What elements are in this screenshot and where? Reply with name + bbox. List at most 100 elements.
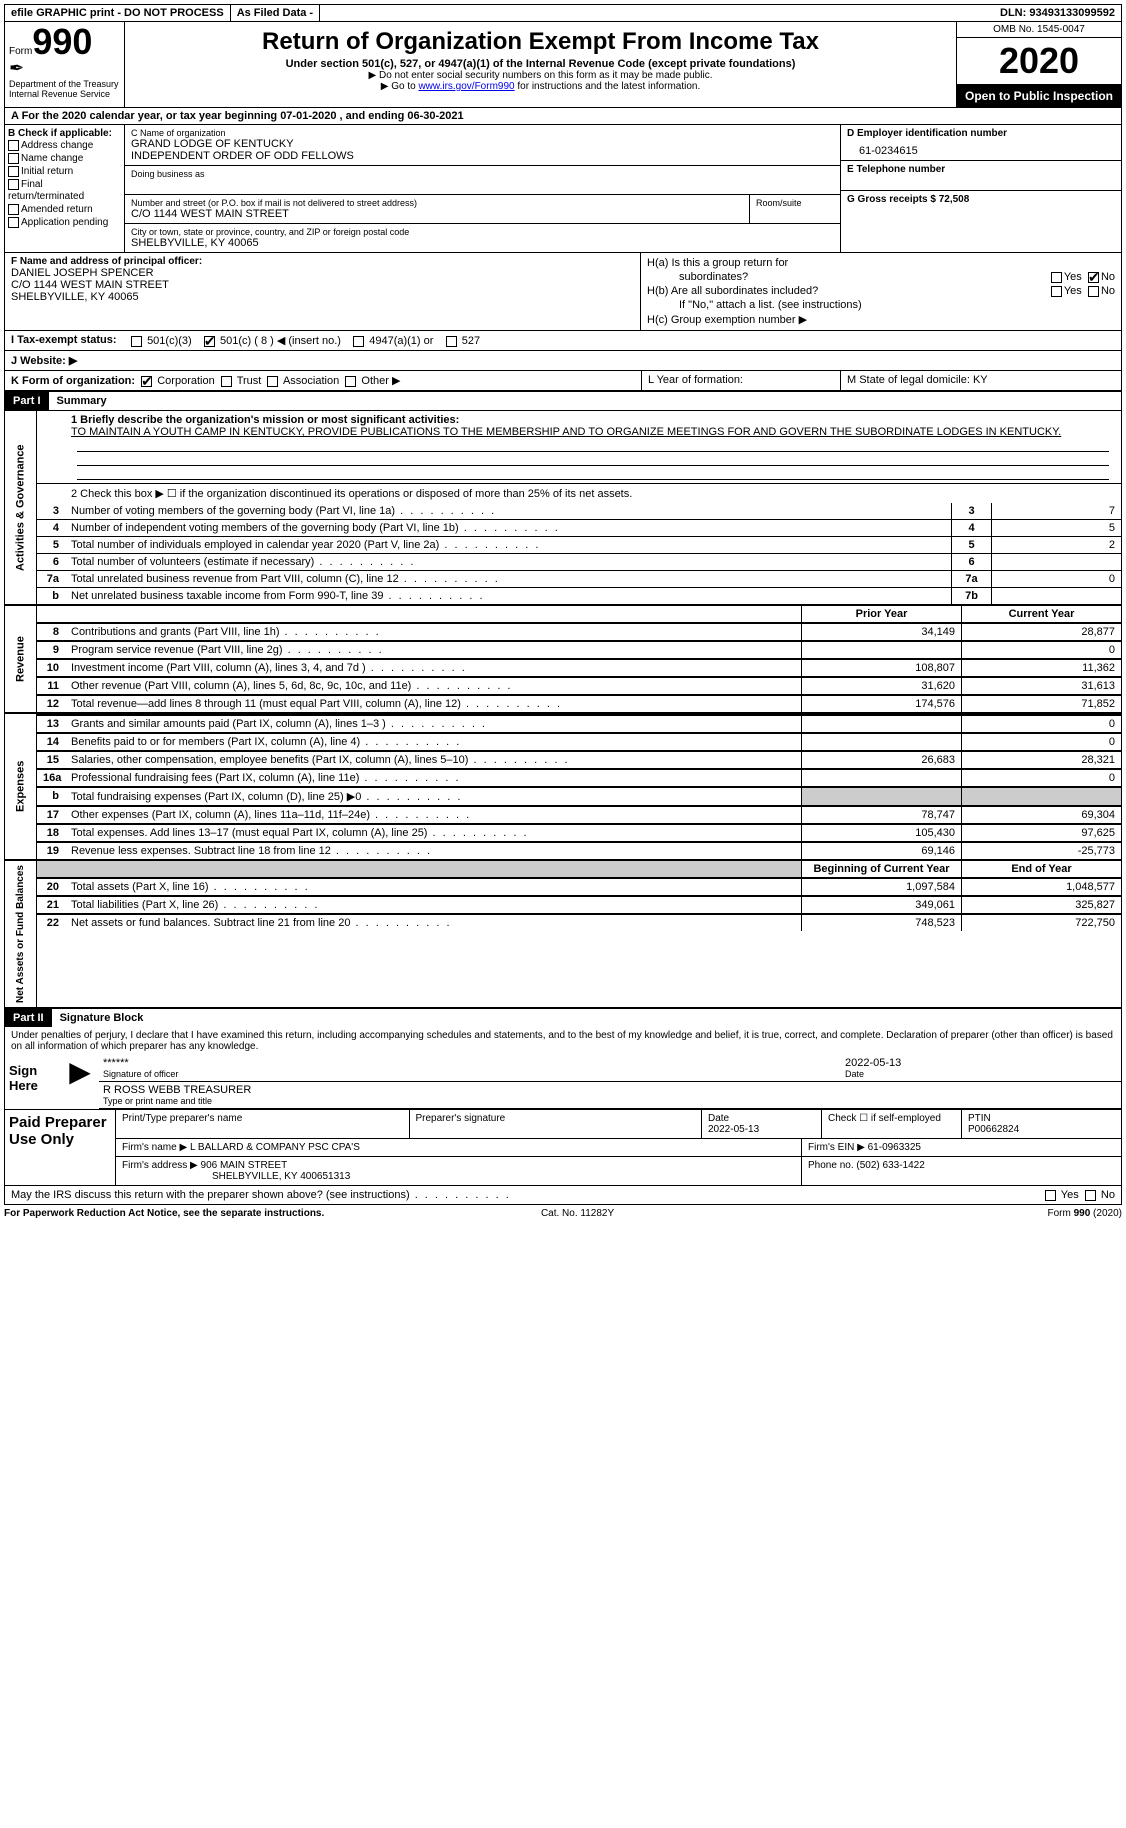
- telephone-label: E Telephone number: [847, 164, 1115, 175]
- discuss-line: May the IRS discuss this return with the…: [5, 1185, 1121, 1204]
- cat-no: Cat. No. 11282Y: [541, 1208, 614, 1219]
- cb-application-pending[interactable]: [8, 217, 19, 228]
- section-fh: F Name and address of principal officer:…: [5, 252, 1121, 330]
- hdr-current-year: Current Year: [961, 606, 1121, 622]
- cb-corp[interactable]: [141, 376, 152, 387]
- as-filed: As Filed Data -: [231, 5, 320, 21]
- row-j-website: J Website: ▶: [5, 350, 1121, 370]
- cb-501c3[interactable]: [131, 336, 142, 347]
- org-city: SHELBYVILLE, KY 40065: [131, 237, 834, 249]
- summary-line-5: 5Total number of individuals employed in…: [37, 536, 1121, 553]
- ha-yes[interactable]: [1051, 272, 1062, 283]
- officer-printed-name: R ROSS WEBB TREASURER: [103, 1084, 1117, 1096]
- hb-no[interactable]: [1088, 286, 1099, 297]
- sign-here-block: Sign Here ▶ ****** Signature of officer …: [5, 1055, 1121, 1109]
- signature-stars: ******: [103, 1057, 837, 1069]
- cb-527[interactable]: [446, 336, 457, 347]
- ptin: P00662824: [968, 1124, 1019, 1135]
- fin-line-12: 12Total revenue—add lines 8 through 11 (…: [37, 694, 1121, 712]
- fin-line-10: 10Investment income (Part VIII, column (…: [37, 658, 1121, 676]
- group-exemption: H(c) Group exemption number ▶: [647, 312, 1115, 327]
- subtitle-2: ▶ Do not enter social security numbers o…: [133, 70, 948, 81]
- row-a-tax-year: A For the 2020 calendar year, or tax yea…: [5, 107, 1121, 124]
- cb-trust[interactable]: [221, 376, 232, 387]
- cb-address-change[interactable]: [8, 140, 19, 151]
- col-b-checkboxes: B Check if applicable: Address change Na…: [5, 125, 125, 252]
- top-bar: efile GRAPHIC print - DO NOT PROCESS As …: [4, 4, 1122, 22]
- fin-line-19: 19Revenue less expenses. Subtract line 1…: [37, 841, 1121, 859]
- hdr-begin-year: Beginning of Current Year: [801, 861, 961, 877]
- open-inspection: Open to Public Inspection: [957, 85, 1121, 107]
- summary-line-7a: 7aTotal unrelated business revenue from …: [37, 570, 1121, 587]
- fin-line-22: 22Net assets or fund balances. Subtract …: [37, 913, 1121, 931]
- header: Form990 ✒ Department of the Treasury Int…: [5, 22, 1121, 107]
- summary-expenses: Expenses 13Grants and similar amounts pa…: [5, 712, 1121, 859]
- vtab-expenses: Expenses: [5, 714, 37, 859]
- state-domicile: M State of legal domicile: KY: [841, 371, 1121, 390]
- fin-line-13: 13Grants and similar amounts paid (Part …: [37, 714, 1121, 732]
- cb-4947[interactable]: [353, 336, 364, 347]
- form-body: Form990 ✒ Department of the Treasury Int…: [4, 22, 1122, 1205]
- paid-preparer-block: Paid Preparer Use Only Print/Type prepar…: [5, 1109, 1121, 1185]
- self-employed-check: Check ☐ if self-employed: [821, 1110, 961, 1138]
- firm-name: L BALLARD & COMPANY PSC CPA'S: [190, 1142, 360, 1153]
- cb-501c[interactable]: [204, 336, 215, 347]
- mission-text: TO MAINTAIN A YOUTH CAMP IN KENTUCKY, PR…: [71, 426, 1061, 438]
- vtab-revenue: Revenue: [5, 606, 37, 712]
- cb-initial-return[interactable]: [8, 166, 19, 177]
- summary-netassets: Net Assets or Fund Balances Beginning of…: [5, 859, 1121, 1007]
- org-address: C/O 1144 WEST MAIN STREET: [131, 208, 743, 220]
- ha-no[interactable]: [1088, 272, 1099, 283]
- form-number: 990: [32, 21, 92, 62]
- hdr-end-year: End of Year: [961, 861, 1121, 877]
- form-prefix: Form: [9, 46, 32, 57]
- fin-line-17: 17Other expenses (Part IX, column (A), l…: [37, 805, 1121, 823]
- officer-city: SHELBYVILLE, KY 40065: [11, 291, 634, 303]
- dln: DLN: 93493133099592: [994, 5, 1121, 21]
- dba-label: Doing business as: [131, 169, 834, 179]
- part2-header: Part IISignature Block: [5, 1007, 1121, 1027]
- officer-name: DANIEL JOSEPH SPENCER: [11, 267, 634, 279]
- footer: For Paperwork Reduction Act Notice, see …: [4, 1205, 1122, 1222]
- preparer-date: 2022-05-13: [708, 1124, 759, 1135]
- fin-line-20: 20Total assets (Part X, line 16)1,097,58…: [37, 877, 1121, 895]
- room-suite-label: Room/suite: [750, 195, 840, 223]
- firm-phone: (502) 633-1422: [856, 1160, 924, 1171]
- irs: Internal Revenue Service: [9, 89, 120, 99]
- firm-ein: 61-0963325: [868, 1142, 921, 1153]
- form-990-footer: Form 990 (2020): [1047, 1208, 1121, 1219]
- dept: Department of the Treasury: [9, 79, 120, 89]
- hdr-prior-year: Prior Year: [801, 606, 961, 622]
- summary-line-6: 6Total number of volunteers (estimate if…: [37, 553, 1121, 570]
- cb-other[interactable]: [345, 376, 356, 387]
- tax-year: 2020: [957, 38, 1121, 85]
- fin-line-b: bTotal fundraising expenses (Part IX, co…: [37, 786, 1121, 805]
- year-formation: L Year of formation:: [641, 371, 841, 390]
- discuss-yes[interactable]: [1045, 1190, 1056, 1201]
- fin-line-21: 21Total liabilities (Part X, line 26)349…: [37, 895, 1121, 913]
- omb-number: OMB No. 1545-0047: [957, 22, 1121, 38]
- sign-date: 2022-05-13: [845, 1057, 1117, 1069]
- summary-line-7b: bNet unrelated business taxable income f…: [37, 587, 1121, 604]
- vtab-activities: Activities & Governance: [5, 411, 37, 604]
- fin-line-8: 8Contributions and grants (Part VIII, li…: [37, 622, 1121, 640]
- hb-yes[interactable]: [1051, 286, 1062, 297]
- efile-notice: efile GRAPHIC print - DO NOT PROCESS: [5, 5, 231, 21]
- col-d: D Employer identification number 61-0234…: [841, 125, 1121, 252]
- irs-link[interactable]: www.irs.gov/Form990: [418, 81, 514, 92]
- subtitle-1: Under section 501(c), 527, or 4947(a)(1)…: [133, 58, 948, 70]
- fin-line-9: 9Program service revenue (Part VIII, lin…: [37, 640, 1121, 658]
- summary-activities: Activities & Governance 1 Briefly descri…: [5, 410, 1121, 604]
- cb-assoc[interactable]: [267, 376, 278, 387]
- line-2: 2 Check this box ▶ ☐ if the organization…: [37, 483, 1121, 503]
- ein: 61-0234615: [847, 139, 1115, 157]
- cb-final-return[interactable]: [8, 179, 19, 190]
- cb-name-change[interactable]: [8, 153, 19, 164]
- org-name-1: GRAND LODGE OF KENTUCKY: [131, 138, 834, 150]
- paperwork-notice: For Paperwork Reduction Act Notice, see …: [4, 1208, 324, 1219]
- discuss-no[interactable]: [1085, 1190, 1096, 1201]
- row-i-tax-status: I Tax-exempt status: 501(c)(3) 501(c) ( …: [5, 330, 1121, 350]
- vtab-netassets: Net Assets or Fund Balances: [5, 861, 37, 1007]
- cb-amended[interactable]: [8, 204, 19, 215]
- summary-line-3: 3Number of voting members of the governi…: [37, 503, 1121, 519]
